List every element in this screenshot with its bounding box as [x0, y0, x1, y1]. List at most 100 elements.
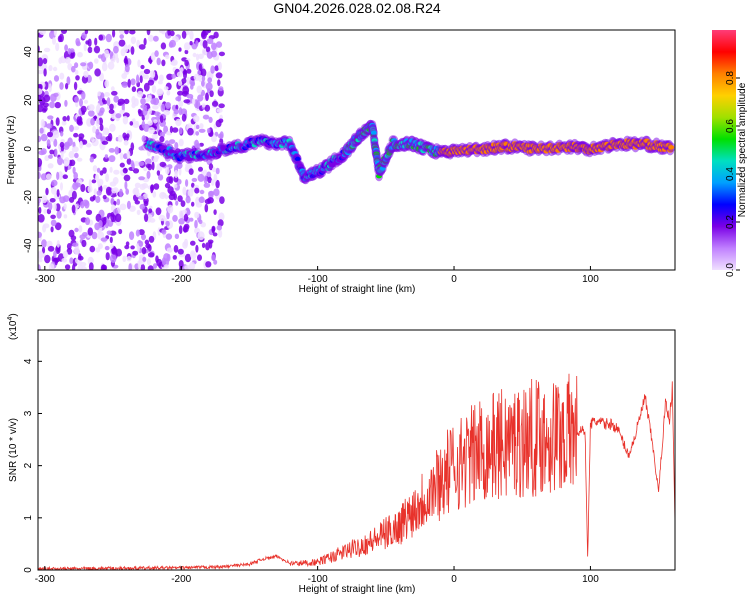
- noise-cell: [136, 74, 140, 84]
- noise-cell: [84, 30, 89, 35]
- noise-cell: [171, 73, 176, 79]
- noise-cell: [166, 90, 171, 96]
- noise-cell: [109, 123, 116, 132]
- noise-cell: [62, 174, 68, 179]
- y-tick-label: 0: [23, 146, 34, 152]
- noise-cell: [111, 90, 118, 96]
- noise-cell: [211, 100, 219, 107]
- noise-cell: [163, 86, 169, 91]
- noise-cell: [189, 261, 196, 270]
- noise-cell: [90, 117, 95, 126]
- noise-cell: [122, 115, 129, 125]
- noise-cell: [138, 240, 144, 247]
- noise-cell: [213, 259, 218, 265]
- noise-cell: [115, 248, 123, 257]
- snr-panel: -300 -200 -100 0 100 0 1 2 3 4 Height of straigh…: [7, 313, 676, 595]
- noise-cell: [163, 109, 170, 116]
- noise-cell: [58, 57, 63, 64]
- x-tick-label: 0: [451, 274, 457, 285]
- noise-cell: [38, 150, 45, 156]
- noise-cell: [204, 104, 211, 112]
- noise-cell: [69, 48, 75, 53]
- noise-cell: [110, 86, 115, 92]
- y-tick-label: -20: [23, 190, 34, 205]
- noise-cell: [126, 256, 132, 262]
- noise-cell: [119, 34, 124, 39]
- noise-cell: [140, 264, 146, 270]
- noise-cell: [48, 83, 52, 93]
- noise-cell: [206, 38, 214, 45]
- noise-cell: [38, 231, 42, 238]
- noise-cell: [47, 245, 55, 252]
- x-tick-label: 0: [451, 574, 457, 585]
- noise-cell: [178, 127, 183, 135]
- noise-cell: [97, 91, 101, 97]
- noise-cell: [191, 177, 198, 182]
- noise-cell: [141, 135, 146, 143]
- noise-cell: [72, 242, 79, 248]
- noise-cell: [130, 46, 135, 55]
- noise-cell: [219, 196, 225, 205]
- noise-cell: [53, 138, 58, 147]
- spectrogram-x-label: Height of straight line (km): [299, 284, 416, 295]
- noise-cell: [184, 49, 189, 55]
- noise-cell: [186, 76, 191, 86]
- noise-cell: [51, 186, 57, 195]
- noise-cell: [201, 48, 207, 56]
- noise-cell: [218, 51, 225, 57]
- noise-cell: [146, 258, 151, 266]
- noise-cell: [114, 146, 120, 155]
- noise-cell: [139, 75, 143, 84]
- noise-cell: [130, 36, 137, 45]
- noise-cell: [157, 80, 163, 85]
- noise-cell: [132, 122, 140, 128]
- noise-cell: [140, 64, 145, 70]
- noise-cell: [39, 127, 44, 134]
- noise-cell: [48, 263, 55, 270]
- noise-cell: [69, 257, 74, 265]
- noise-cell: [172, 255, 177, 260]
- noise-cell: [67, 63, 73, 71]
- noise-cell: [83, 43, 87, 52]
- noise-cell: [43, 94, 51, 103]
- x-tick-label: 100: [582, 274, 599, 285]
- noise-cell: [47, 115, 54, 120]
- noise-cell: [98, 34, 104, 41]
- noise-cell: [110, 58, 116, 63]
- noise-cell: [139, 203, 146, 210]
- noise-cell: [156, 170, 161, 176]
- noise-cell: [159, 191, 167, 200]
- noise-cell: [184, 59, 189, 67]
- multiplier-close: ): [8, 313, 19, 316]
- noise-cell: [53, 75, 60, 82]
- noise-cell: [205, 82, 213, 91]
- noise-cell: [71, 65, 76, 73]
- noise-cell: [80, 184, 86, 192]
- noise-cell: [79, 98, 83, 107]
- noise-cell: [160, 103, 166, 112]
- noise-cell: [46, 173, 52, 180]
- noise-cell: [38, 250, 44, 260]
- noise-cell: [81, 239, 87, 248]
- noise-cell: [40, 173, 48, 181]
- noise-cell: [50, 30, 54, 34]
- noise-cell: [59, 196, 66, 204]
- noise-cell: [165, 220, 170, 227]
- noise-cell: [178, 260, 184, 268]
- noise-cell: [127, 78, 131, 88]
- noise-cell: [155, 255, 159, 263]
- noise-cell: [147, 252, 155, 258]
- colorbar-ticks: 0.0 0.2 0.4 0.6 0.8: [725, 71, 740, 277]
- noise-cell: [53, 92, 59, 97]
- noise-cell: [97, 243, 103, 250]
- noise-cell: [38, 57, 44, 67]
- noise-cell: [151, 161, 155, 171]
- noise-cell: [81, 139, 88, 145]
- noise-cell: [197, 231, 205, 241]
- noise-cell: [195, 124, 200, 130]
- noise-cell: [49, 135, 55, 142]
- noise-cell: [143, 166, 148, 172]
- noise-cell: [123, 174, 131, 182]
- noise-cell: [161, 257, 166, 266]
- x-tick-label: -200: [171, 574, 191, 585]
